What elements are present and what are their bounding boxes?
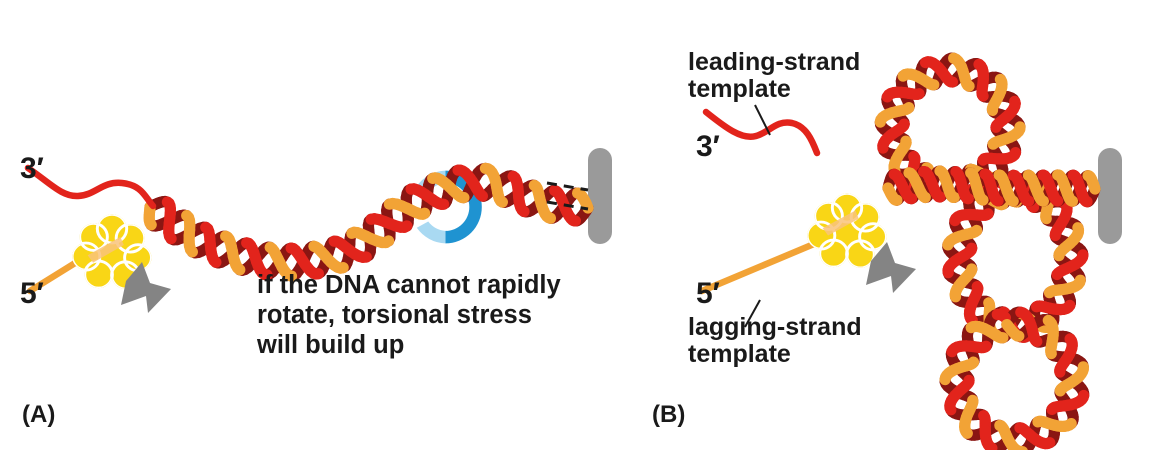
svg-text:3′: 3′ xyxy=(696,130,720,163)
svg-text:lagging-strand: lagging-strand xyxy=(688,313,862,341)
svg-text:if the DNA cannot rapidly: if the DNA cannot rapidly xyxy=(257,271,561,299)
svg-text:3′: 3′ xyxy=(20,152,44,185)
svg-text:will build up: will build up xyxy=(256,331,404,359)
svg-text:5′: 5′ xyxy=(20,277,44,310)
svg-text:leading-strand: leading-strand xyxy=(688,48,860,76)
svg-text:(A): (A) xyxy=(22,401,55,428)
svg-text:(B): (B) xyxy=(652,401,685,428)
svg-text:rotate, torsional stress: rotate, torsional stress xyxy=(257,301,532,329)
svg-text:template: template xyxy=(688,340,791,368)
svg-text:template: template xyxy=(688,75,791,103)
svg-text:5′: 5′ xyxy=(696,277,720,310)
